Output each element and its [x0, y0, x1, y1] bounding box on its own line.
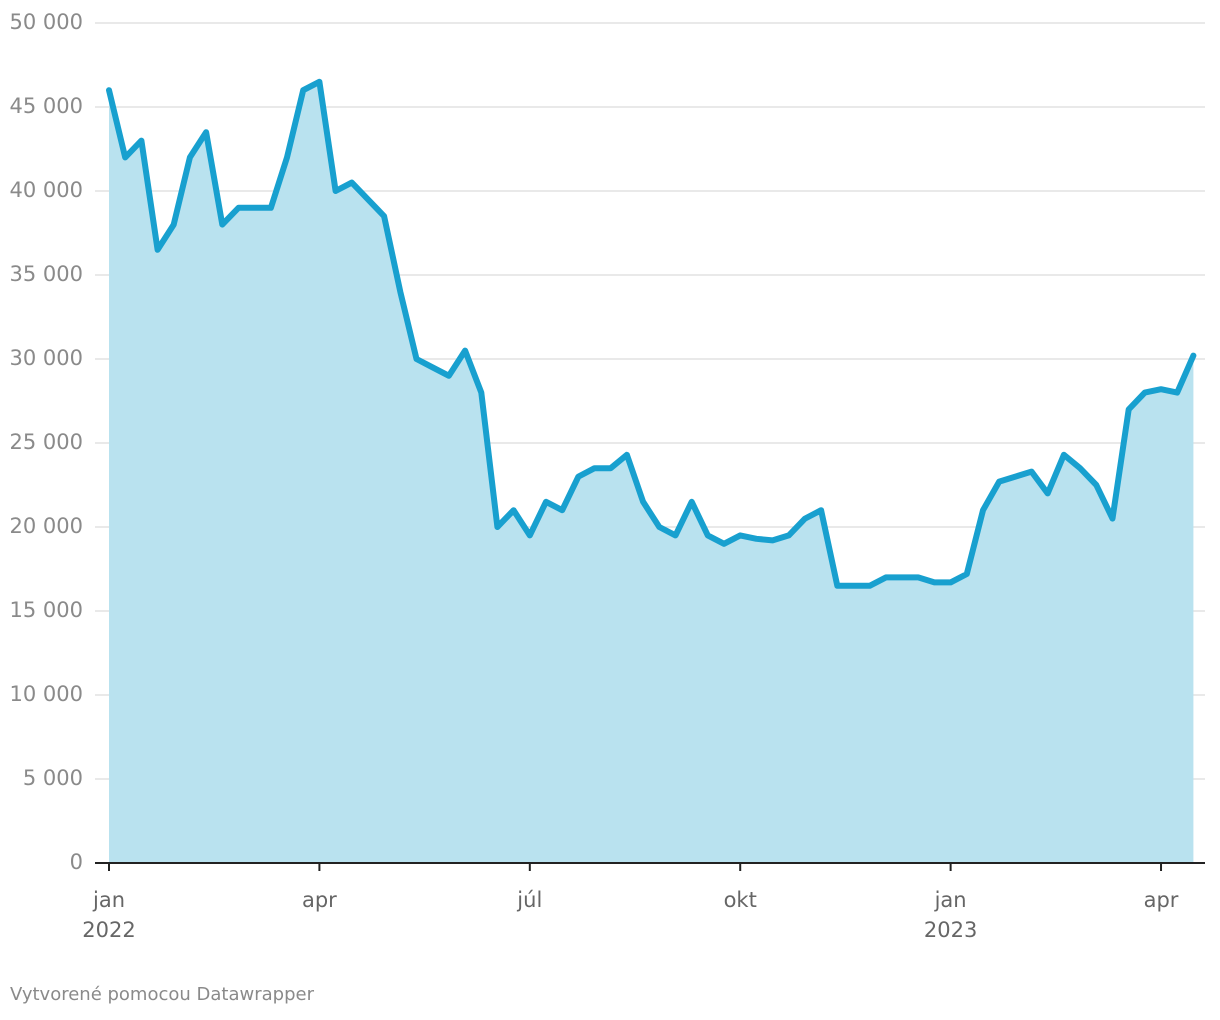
y-tick-label: 45 000 — [10, 94, 83, 118]
footer: Vytvorené pomocou Datawrapper — [10, 984, 314, 1005]
x-tick-label: apr — [1143, 888, 1179, 912]
y-tick-label: 40 000 — [10, 178, 83, 202]
y-tick-label: 0 — [70, 850, 83, 874]
x-tick-label: júl — [517, 888, 543, 912]
y-tick-label: 5 000 — [23, 766, 83, 790]
y-tick-label: 10 000 — [10, 682, 83, 706]
x-tick-label: jan 2022 — [82, 888, 136, 942]
line — [106, 78, 1197, 589]
y-tick-label: 35 000 — [10, 262, 83, 286]
y-tick-label: 30 000 — [10, 346, 83, 370]
y-tick-label: 20 000 — [10, 514, 83, 538]
y-tick-label: 15 000 — [10, 598, 83, 622]
y-tick-label: 25 000 — [10, 430, 83, 454]
x-tick-label: jan 2023 — [923, 888, 978, 942]
area — [109, 81, 1194, 864]
y-tick-label: 50 000 — [10, 10, 83, 34]
x-tick-label: okt — [723, 888, 757, 912]
x-tick-label: apr — [301, 888, 337, 912]
